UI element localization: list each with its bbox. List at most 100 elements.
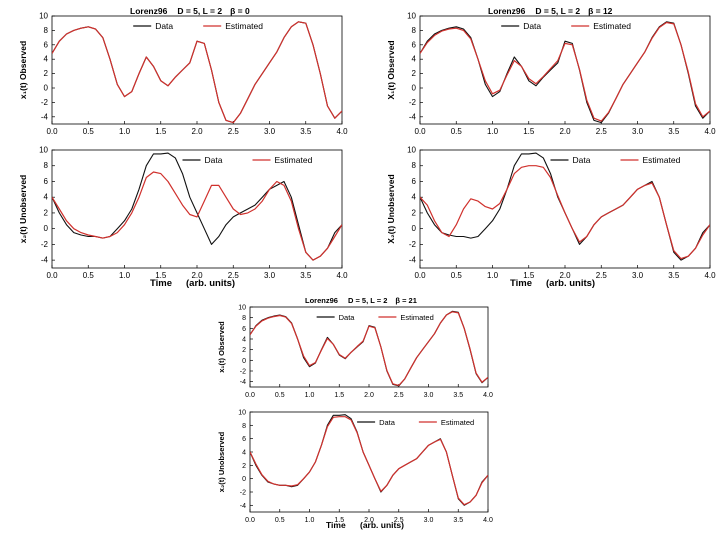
y-tick-label: -2 xyxy=(409,240,417,249)
series-data-line xyxy=(52,152,342,261)
x-tick-label: 3.0 xyxy=(632,127,644,136)
x-tick-label: 1.0 xyxy=(487,271,499,280)
title-beta: β = 0 xyxy=(230,6,250,16)
series-data-line xyxy=(52,21,342,124)
y-tick-label: -4 xyxy=(41,256,49,265)
x-tick-label: 2.5 xyxy=(394,517,404,524)
x-axis-title-units: (arb. units) xyxy=(186,278,235,289)
x-tick-label: 1.5 xyxy=(334,392,344,399)
legend-estimated-label: Estimated xyxy=(225,21,263,31)
y-tick-label: 0 xyxy=(242,358,246,365)
x-tick-label: 0.5 xyxy=(275,517,285,524)
y-tick-label: 10 xyxy=(407,146,416,155)
title-params: D = 5, L = 2 xyxy=(535,6,580,16)
title-model: Lorenz96 xyxy=(130,6,168,16)
y-tick-label: 8 xyxy=(44,161,49,170)
plot-frame xyxy=(419,15,711,125)
title-params: D = 5, L = 2 xyxy=(177,6,222,16)
x-tick-label: 4.0 xyxy=(483,392,493,399)
x-tick-label: 2.5 xyxy=(228,271,240,280)
series-estimated-line xyxy=(420,165,710,260)
x-tick-label: 3.5 xyxy=(453,517,463,524)
y-tick-label: 2 xyxy=(412,208,417,217)
y-tick-label: 10 xyxy=(39,12,48,21)
legend-estimated-label: Estimated xyxy=(400,313,433,322)
x-tick-label: 0.0 xyxy=(414,271,426,280)
y-tick-label: 4 xyxy=(242,337,246,344)
x-tick-label: 4.0 xyxy=(704,127,716,136)
y-tick-label: 2 xyxy=(242,463,246,470)
y-tick-label: 4 xyxy=(44,193,49,202)
legend-data-label: Data xyxy=(379,418,396,427)
x-tick-label: 2.0 xyxy=(559,271,571,280)
x-tick-label: 0.5 xyxy=(83,127,95,136)
x-tick-label: 0.5 xyxy=(451,271,463,280)
x-tick-label: 2.5 xyxy=(394,392,404,399)
series-estimated-line xyxy=(250,416,488,506)
x-axis-title-units: (arb. units) xyxy=(360,520,404,530)
y-tick-label: 8 xyxy=(242,315,246,322)
series-estimated-line xyxy=(420,21,710,122)
legend-estimated-label: Estimated xyxy=(275,155,313,165)
title-model: Lorenz96 xyxy=(488,6,526,16)
series-data-line xyxy=(420,21,710,124)
legend-data-label: Data xyxy=(155,21,173,31)
x-tick-label: 0.5 xyxy=(83,271,95,280)
x-tick-label: 2.0 xyxy=(364,517,374,524)
y-tick-label: 4 xyxy=(242,450,246,457)
y-tick-label: 4 xyxy=(44,55,49,64)
x-tick-label: 3.5 xyxy=(668,271,680,280)
y-axis-label: X₂(t) Unobserved xyxy=(386,174,396,243)
x-tick-label: 1.0 xyxy=(119,271,131,280)
y-tick-label: -2 xyxy=(409,98,417,107)
y-tick-label: -4 xyxy=(409,112,417,121)
x-tick-label: 2.0 xyxy=(364,392,374,399)
y-tick-label: 8 xyxy=(412,26,417,35)
series-data-line xyxy=(250,310,488,387)
panel-beta0-1: 10 8 6 4 2 0 -2 -4 0.0 0.5 1.0 1.5 2.0 2.5 3.0 3.5 4.0 x₂… xyxy=(18,146,348,281)
legend-data-label: Data xyxy=(573,155,591,165)
y-tick-label: -2 xyxy=(240,490,246,497)
y-tick-label: -4 xyxy=(240,379,246,386)
title-model: Lorenz96 xyxy=(305,296,338,305)
x-tick-label: 1.0 xyxy=(305,517,315,524)
y-tick-label: 4 xyxy=(412,193,417,202)
x-tick-label: 2.0 xyxy=(559,127,571,136)
x-tick-label: 2.5 xyxy=(596,127,608,136)
y-tick-label: -4 xyxy=(41,112,49,121)
series-estimated-line xyxy=(250,311,488,386)
y-tick-label: 0 xyxy=(242,476,246,483)
series-data-line xyxy=(420,152,710,261)
x-tick-label: 1.5 xyxy=(155,127,167,136)
y-axis-label: x₁(t) Observed xyxy=(217,321,226,373)
x-tick-label: 1.0 xyxy=(119,127,131,136)
plot-frame xyxy=(51,15,343,125)
y-tick-label: 0 xyxy=(44,84,49,93)
y-axis-label: X₁(t) Observed xyxy=(386,40,396,99)
y-tick-label: 6 xyxy=(44,177,49,186)
x-tick-label: 2.5 xyxy=(596,271,608,280)
y-tick-label: 2 xyxy=(242,347,246,354)
x-tick-label: 2.5 xyxy=(228,127,240,136)
x-tick-label: 0.0 xyxy=(46,127,58,136)
x-tick-label: 4.0 xyxy=(483,517,493,524)
x-tick-label: 3.5 xyxy=(300,127,312,136)
y-axis-label: x₂(t) Unobserved xyxy=(217,431,226,492)
x-tick-label: 1.5 xyxy=(155,271,167,280)
x-tick-label: 4.0 xyxy=(336,127,348,136)
x-tick-label: 0.0 xyxy=(46,271,58,280)
y-axis-label: x₂(t) Unobserved xyxy=(18,175,28,243)
x-tick-label: 2.0 xyxy=(191,271,203,280)
panel-beta21-1: 10 8 6 4 2 0 -2 -4 0.0 0.5 1.0 1.5 2.0 2.5 3.0 3.5 4.0 x₂… xyxy=(217,410,493,525)
x-tick-label: 0.0 xyxy=(245,517,255,524)
y-tick-label: 8 xyxy=(242,423,246,430)
y-tick-label: 6 xyxy=(412,40,417,49)
title-beta: β = 21 xyxy=(395,296,416,305)
legend-estimated-label: Estimated xyxy=(441,418,474,427)
y-tick-label: 6 xyxy=(242,326,246,333)
x-tick-label: 3.0 xyxy=(264,127,276,136)
title-params: D = 5, L = 2 xyxy=(348,296,387,305)
y-tick-label: 6 xyxy=(412,177,417,186)
x-tick-label: 0.0 xyxy=(414,127,426,136)
